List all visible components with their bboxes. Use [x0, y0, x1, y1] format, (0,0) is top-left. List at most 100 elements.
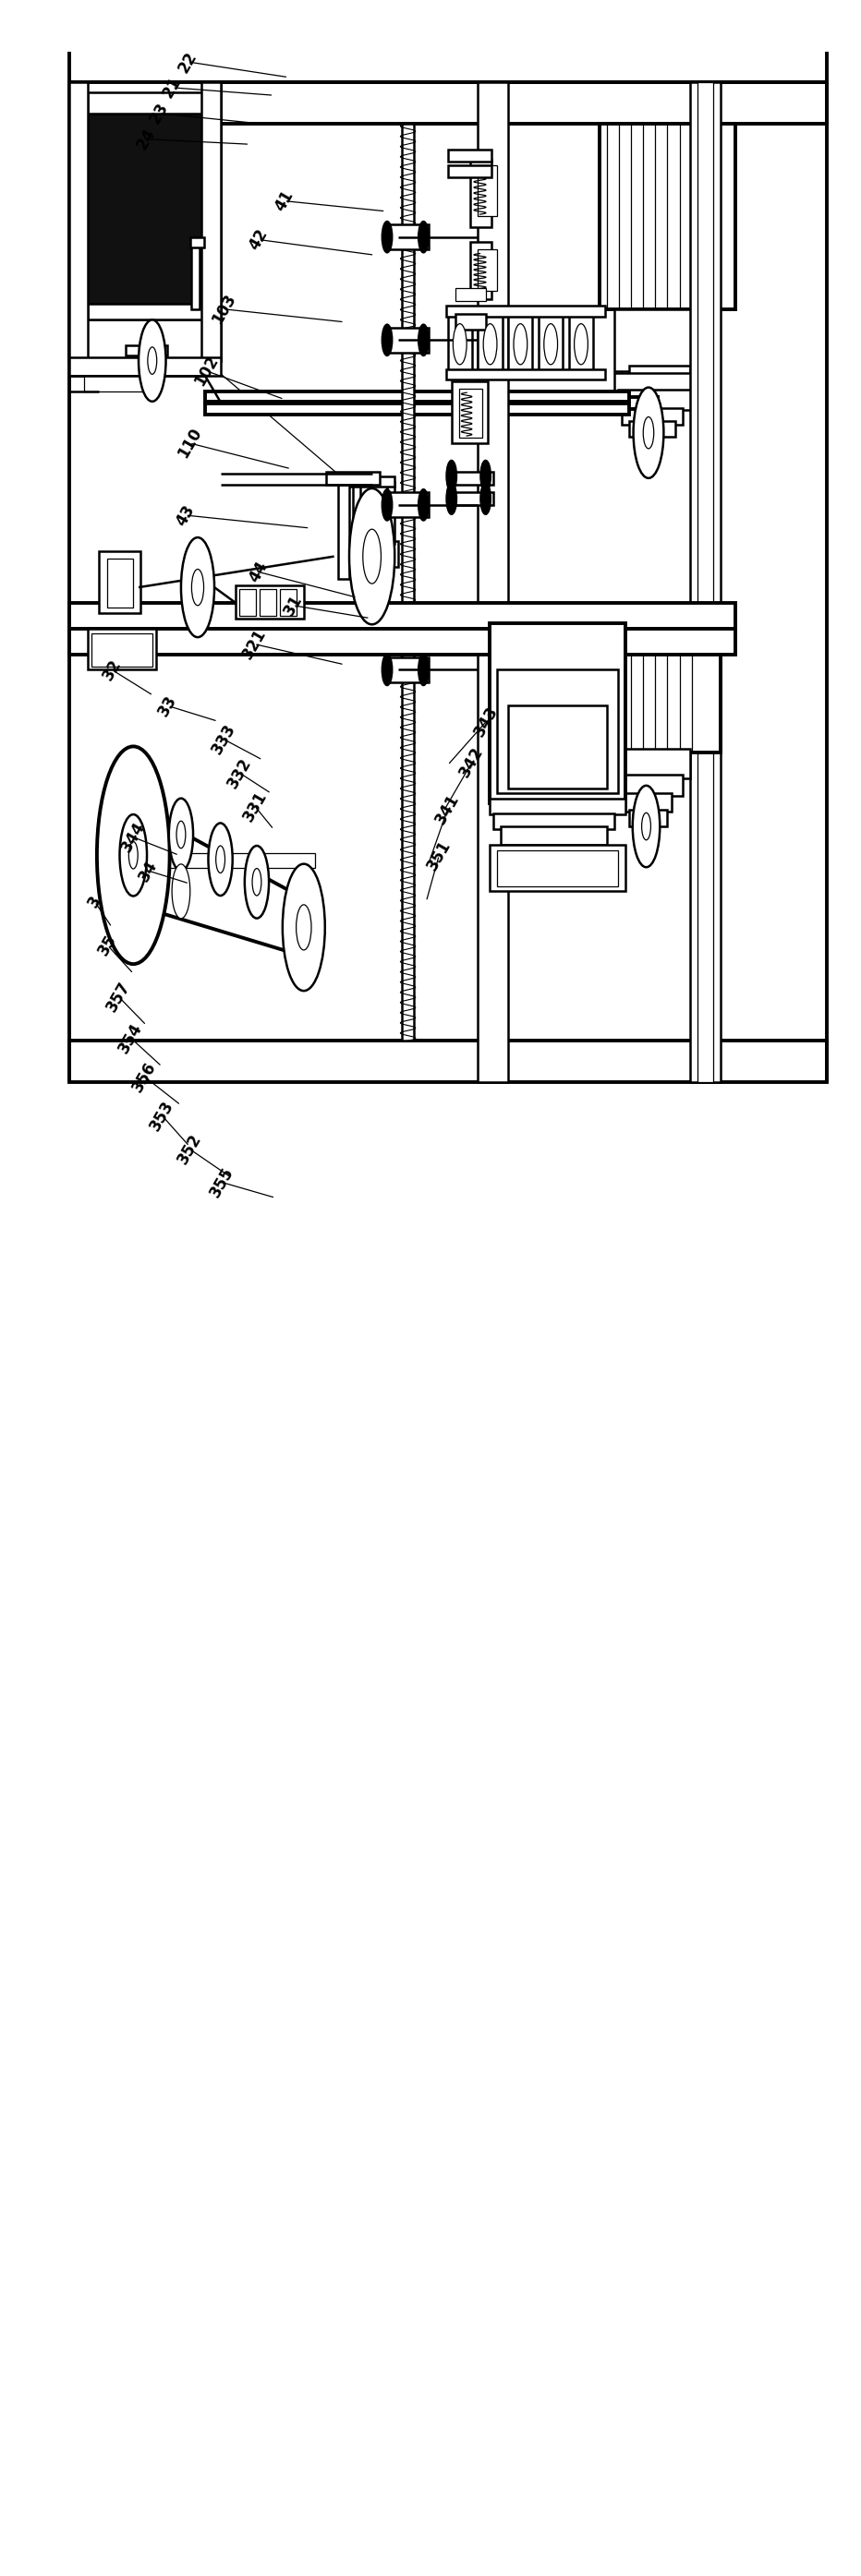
Bar — [448, 314, 472, 371]
Bar — [459, 389, 482, 438]
Bar — [88, 93, 205, 113]
Text: 321: 321 — [238, 626, 269, 662]
Bar — [489, 623, 626, 804]
Circle shape — [418, 222, 429, 252]
Circle shape — [139, 319, 166, 402]
Bar — [448, 149, 492, 162]
Circle shape — [181, 538, 214, 636]
Bar — [478, 165, 497, 216]
Circle shape — [514, 325, 527, 366]
Text: 22: 22 — [175, 49, 201, 75]
Circle shape — [148, 348, 157, 374]
Text: 3: 3 — [85, 894, 104, 909]
Circle shape — [282, 863, 325, 992]
Circle shape — [97, 747, 170, 963]
Bar — [455, 314, 486, 330]
Bar — [629, 809, 667, 827]
Bar — [497, 670, 618, 793]
Bar — [493, 814, 615, 829]
Bar — [350, 477, 394, 487]
Bar — [697, 82, 713, 1082]
Text: 35: 35 — [95, 933, 121, 958]
Bar — [88, 629, 156, 670]
Bar — [350, 541, 399, 567]
Bar — [353, 482, 361, 544]
Bar — [387, 657, 429, 683]
Circle shape — [362, 528, 381, 585]
Bar — [145, 350, 160, 366]
Text: 343: 343 — [471, 703, 502, 739]
Circle shape — [192, 569, 204, 605]
Bar — [629, 366, 691, 376]
Bar — [205, 392, 629, 402]
Text: 23: 23 — [146, 100, 172, 126]
Bar — [497, 850, 618, 886]
Bar — [446, 307, 605, 317]
Bar — [387, 482, 394, 544]
Bar — [615, 309, 705, 371]
Text: 351: 351 — [424, 837, 455, 873]
Bar — [69, 1041, 827, 1082]
Bar — [387, 224, 429, 250]
Text: 353: 353 — [146, 1097, 177, 1133]
Bar — [69, 82, 220, 361]
Circle shape — [453, 325, 467, 366]
Text: 31: 31 — [280, 592, 306, 618]
Circle shape — [172, 863, 190, 920]
Text: 352: 352 — [174, 1131, 205, 1167]
Bar — [236, 585, 304, 618]
Circle shape — [381, 222, 393, 252]
Bar — [387, 492, 429, 518]
Circle shape — [633, 786, 660, 868]
Bar — [205, 404, 629, 415]
Bar — [615, 374, 705, 392]
Circle shape — [245, 845, 269, 917]
Bar — [402, 124, 413, 1041]
Circle shape — [381, 654, 393, 685]
Circle shape — [381, 325, 393, 355]
Bar — [569, 314, 593, 371]
Text: 33: 33 — [155, 693, 181, 719]
Bar — [118, 873, 148, 914]
Bar — [260, 590, 276, 616]
Bar — [618, 389, 694, 410]
Circle shape — [480, 482, 491, 515]
Text: 43: 43 — [172, 502, 198, 528]
Bar — [599, 124, 735, 309]
Bar — [489, 799, 626, 814]
Circle shape — [418, 654, 429, 685]
Bar — [326, 471, 380, 484]
Bar — [478, 314, 502, 371]
Bar — [622, 407, 683, 425]
Circle shape — [129, 842, 138, 868]
Circle shape — [381, 489, 393, 520]
Bar — [508, 706, 607, 788]
Bar — [501, 827, 607, 845]
Bar — [280, 590, 296, 616]
Bar — [478, 82, 508, 1082]
Text: 41: 41 — [271, 188, 297, 214]
Text: 331: 331 — [239, 788, 270, 824]
Bar — [451, 381, 488, 443]
Circle shape — [634, 386, 664, 479]
Circle shape — [252, 868, 262, 896]
Text: 103: 103 — [208, 291, 239, 327]
Text: 24: 24 — [133, 126, 159, 152]
Text: 44: 44 — [245, 559, 271, 585]
Bar — [470, 242, 492, 299]
Circle shape — [418, 489, 429, 520]
Bar — [448, 471, 493, 484]
Bar — [91, 634, 152, 667]
Circle shape — [177, 822, 186, 848]
Bar — [69, 358, 220, 376]
Circle shape — [350, 489, 394, 623]
Bar — [201, 82, 220, 361]
Bar — [387, 327, 429, 353]
Bar — [629, 422, 675, 438]
Circle shape — [544, 325, 558, 366]
Text: 357: 357 — [103, 979, 134, 1015]
Bar — [115, 868, 152, 917]
Circle shape — [446, 482, 457, 515]
Bar — [126, 345, 167, 355]
Bar — [107, 559, 133, 608]
